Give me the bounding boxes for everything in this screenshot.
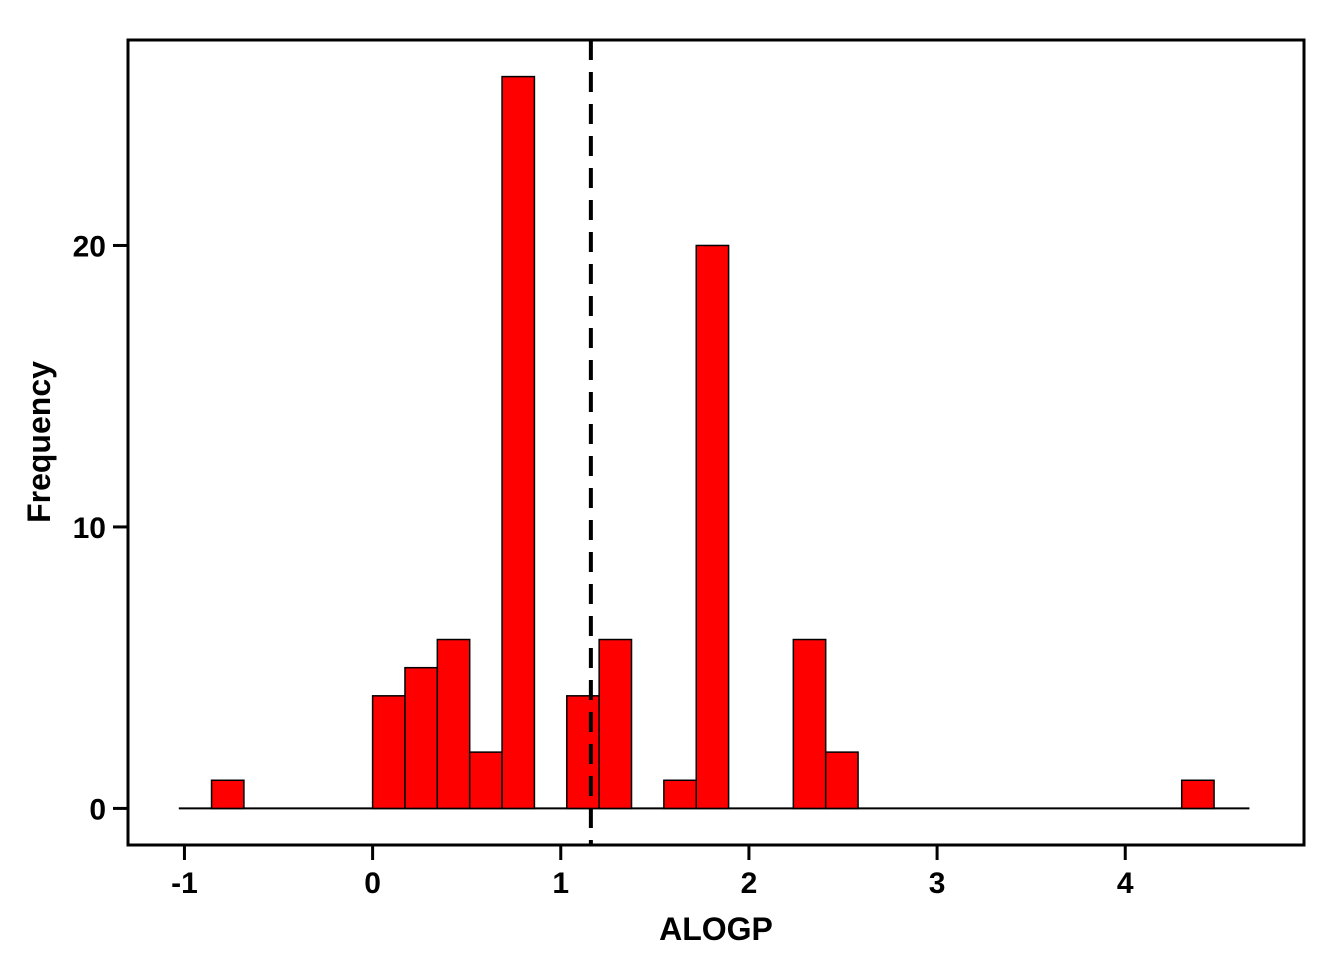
histogram-bar-4 [468,751,503,810]
histogram-bar-3 [436,638,471,810]
x-tick-label-1: 0 [364,867,381,900]
histogram-bar-1 [371,695,406,810]
y-axis: 0 10 20 [73,230,128,826]
histogram-bar-9 [695,244,730,810]
y-tick-label-0: 0 [89,793,106,826]
x-tick-label-3: 2 [741,867,758,900]
x-tick-label-4: 3 [929,867,946,900]
histogram-bar-11 [824,751,859,810]
histogram-bar-0 [210,779,245,810]
y-tick-label-2: 20 [73,230,106,263]
histogram-bar-5 [501,75,536,810]
y-tick-label-1: 10 [73,512,106,545]
x-axis-title: ALOGP [659,911,773,947]
histogram-bar-10 [792,638,827,810]
histogram-bar-2 [404,666,439,810]
y-axis-title: Frequency [21,361,57,523]
histogram-bar-12 [1180,779,1215,810]
histogram-bar-6 [566,695,600,810]
bars-layer [178,40,1250,845]
histogram-bar-7 [598,638,633,810]
x-tick-label-5: 4 [1117,867,1134,900]
histogram-bar-8 [663,779,697,810]
plot-frame [126,38,1306,847]
x-tick-label-0: -1 [171,867,198,900]
x-axis: -1 0 1 2 3 4 [171,845,1134,900]
x-tick-label-2: 1 [552,867,569,900]
